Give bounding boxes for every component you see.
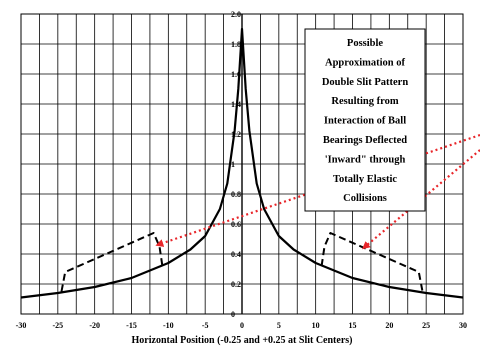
annotation-text-line: Interaction of Ball (324, 116, 406, 127)
y-tick-label: 1.8 (231, 40, 241, 49)
annotation-text-line: Double Slit Pattern (322, 77, 408, 88)
y-tick-label: 0.2 (231, 280, 241, 289)
x-tick-label: -25 (52, 321, 63, 330)
x-tick-label: 25 (422, 321, 430, 330)
annotation-text-line: Possible (347, 38, 384, 49)
dashed-series-line (60, 232, 164, 292)
annotation-text-line: Resulting from (331, 96, 398, 107)
y-tick-label: 0.6 (231, 220, 241, 229)
x-tick-label: 5 (277, 321, 281, 330)
x-tick-label: -5 (202, 321, 209, 330)
x-tick-label: 30 (459, 321, 467, 330)
y-tick-label: 0 (231, 310, 235, 319)
main-series-line (20, 27, 464, 299)
x-tick-labels: -30 -25 -20 -15 -10 -5 0 5 10 15 20 25 30 (16, 321, 467, 330)
y-tick-label: 1.6 (231, 70, 241, 79)
annotation-box-background (304, 28, 426, 212)
x-tick-label: -20 (89, 321, 100, 330)
annotation-text-line: 'Inward" through (325, 154, 406, 165)
annotation-text-line: Bearings Deflected (323, 135, 407, 146)
y-tick-label: 0.4 (231, 250, 241, 259)
x-axis-label: Horizontal Position (-0.25 and +0.25 at … (132, 335, 353, 346)
dashed-series-line (320, 232, 424, 292)
x-tick-label: 0 (240, 321, 244, 330)
series-group (20, 27, 464, 299)
x-tick-label: -30 (16, 321, 27, 330)
x-tick-label: -15 (126, 321, 137, 330)
x-tick-label: 15 (349, 321, 357, 330)
annotation-text-line: Totally Elastic (333, 174, 397, 185)
y-tick-label: 1 (231, 160, 235, 169)
x-tick-label: 10 (312, 321, 320, 330)
annotation-text-line: Approximation of (325, 57, 406, 68)
x-tick-label: 20 (385, 321, 393, 330)
x-tick-label: -10 (163, 321, 174, 330)
y-tick-label: 0.8 (231, 190, 241, 199)
annotation-text-line: Collisions (343, 193, 387, 204)
y-tick-label: 1.2 (231, 130, 241, 139)
annotation-box: Possible Approximation of Double Slit Patt… (304, 28, 426, 212)
y-tick-label: 2.0 (231, 10, 241, 19)
